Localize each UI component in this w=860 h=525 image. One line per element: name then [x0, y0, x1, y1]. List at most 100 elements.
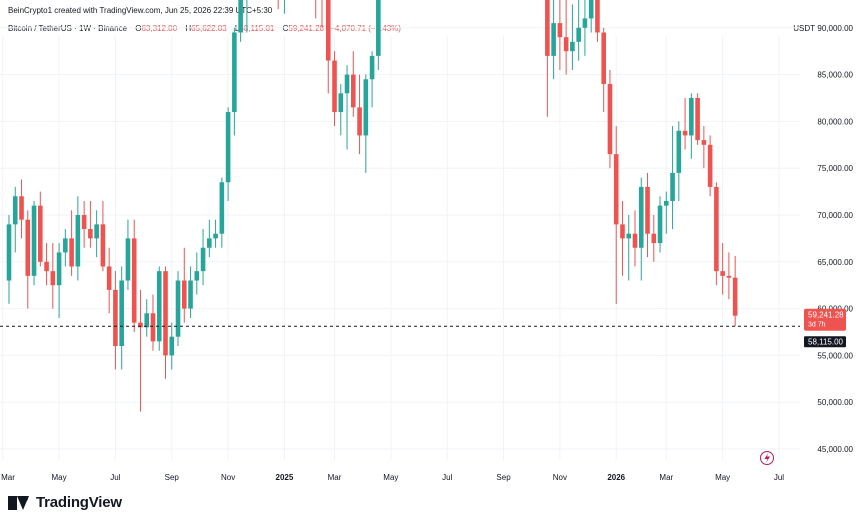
y-tick-label: 75,000.00	[817, 164, 853, 173]
candle-body	[651, 233, 657, 244]
chart-credit: BeinCrypto1 created with TradingView.com…	[8, 6, 273, 15]
x-tick-label: May	[52, 473, 67, 482]
candle-body	[626, 233, 632, 239]
candle-body	[557, 23, 563, 38]
low-value: 58,115.01	[239, 24, 275, 33]
candle-body	[545, 0, 550, 56]
x-tick-label: Mar	[659, 473, 673, 482]
candle-body	[232, 32, 237, 113]
candle-body	[175, 280, 181, 337]
candle-body	[595, 0, 600, 33]
open-label: O	[135, 24, 142, 33]
candle-body	[63, 238, 68, 253]
candle-body	[338, 93, 344, 113]
candle-body	[363, 79, 369, 136]
candle-body	[38, 205, 43, 262]
candle-body	[357, 107, 362, 136]
flash-bolt-icon	[764, 453, 770, 463]
low-price-badge	[804, 336, 846, 348]
candle-body	[125, 238, 131, 281]
candle-body	[670, 172, 675, 201]
candle-body	[156, 271, 162, 342]
x-tick-label: Mar	[328, 473, 342, 482]
candle-body	[213, 233, 218, 239]
candle-body	[81, 215, 87, 230]
candle-body	[113, 289, 118, 347]
x-tick-label: Jul	[774, 473, 784, 482]
x-tick-label: 2026	[607, 473, 625, 482]
x-tick-label: Sep	[496, 473, 511, 482]
candle-body	[732, 277, 738, 316]
x-tick-label: Mar	[1, 473, 15, 482]
tradingview-brand[interactable]: TradingView	[8, 494, 122, 511]
x-tick-label: Jul	[110, 473, 120, 482]
candle-body	[638, 186, 644, 248]
candle-body	[6, 224, 12, 281]
y-tick-label: 85,000.00	[817, 71, 853, 80]
candle-body	[12, 196, 18, 225]
candle-body	[601, 32, 606, 84]
high-value: 65,622.83	[191, 24, 227, 33]
candle-body	[332, 60, 337, 113]
y-tick-label: 50,000.00	[817, 398, 853, 407]
candle-body	[620, 224, 625, 239]
candle-body	[695, 98, 700, 141]
candle-body	[69, 238, 74, 267]
tradingview-logo-icon	[8, 495, 30, 510]
candle-body	[50, 271, 56, 286]
candle-body	[726, 275, 732, 278]
candle-body	[582, 18, 588, 28]
candle-body	[682, 130, 688, 136]
x-tick-label: Nov	[221, 473, 235, 482]
candle-body	[31, 205, 37, 276]
last-price-badge	[804, 308, 846, 331]
candle-body	[44, 261, 49, 272]
candle-body	[632, 233, 638, 248]
candle-body	[207, 238, 212, 248]
candle-body	[75, 215, 81, 267]
y-tick-label: 45,000.00	[817, 445, 853, 454]
candle-body	[19, 196, 24, 220]
open-value: 63,312.00	[141, 24, 178, 33]
candle-body	[613, 154, 619, 225]
candle-body	[100, 224, 106, 267]
low-price-label: 58,115.00	[808, 338, 844, 347]
flash-icon[interactable]	[760, 451, 774, 465]
candle-body	[657, 205, 663, 244]
candle-body	[194, 271, 200, 281]
candle-body	[144, 313, 150, 328]
candle-body	[56, 252, 62, 286]
candle-body	[664, 200, 669, 206]
x-tick-label: May	[383, 473, 398, 482]
candle-body	[570, 41, 575, 52]
ohlc-legend: Bitcoin / TetherUS · 1W · Binance O63,31…	[8, 24, 401, 33]
candle-body	[369, 55, 375, 80]
brand-name: TradingView	[36, 494, 122, 511]
close-label: C	[282, 24, 289, 33]
candle-body	[150, 313, 156, 342]
candle-body	[607, 83, 613, 155]
candle-body	[181, 280, 187, 309]
candle-body	[576, 27, 581, 42]
x-tick-label: May	[715, 473, 730, 482]
candle-body	[238, 0, 243, 33]
candle-body	[325, 0, 331, 61]
candle-body	[88, 229, 93, 239]
change-value: −4,070.71 (−6.43%)	[330, 24, 401, 33]
candle-body	[676, 130, 682, 173]
close-value: 59,241.28	[288, 24, 324, 33]
candle-body	[689, 98, 694, 136]
candle-body	[200, 247, 206, 272]
y-tick-label: 70,000.00	[817, 211, 853, 220]
candle-body	[94, 224, 99, 239]
candle-body	[588, 0, 594, 19]
symbol-label[interactable]: Bitcoin / TetherUS · 1W · Binance	[8, 24, 128, 33]
x-tick-label: Sep	[165, 473, 180, 482]
candle-body	[645, 186, 650, 234]
candle-body	[714, 186, 719, 272]
candle-body	[163, 271, 168, 356]
candle-body	[376, 0, 381, 56]
y-tick-label: 80,000.00	[817, 117, 853, 126]
candle-body	[138, 322, 143, 328]
